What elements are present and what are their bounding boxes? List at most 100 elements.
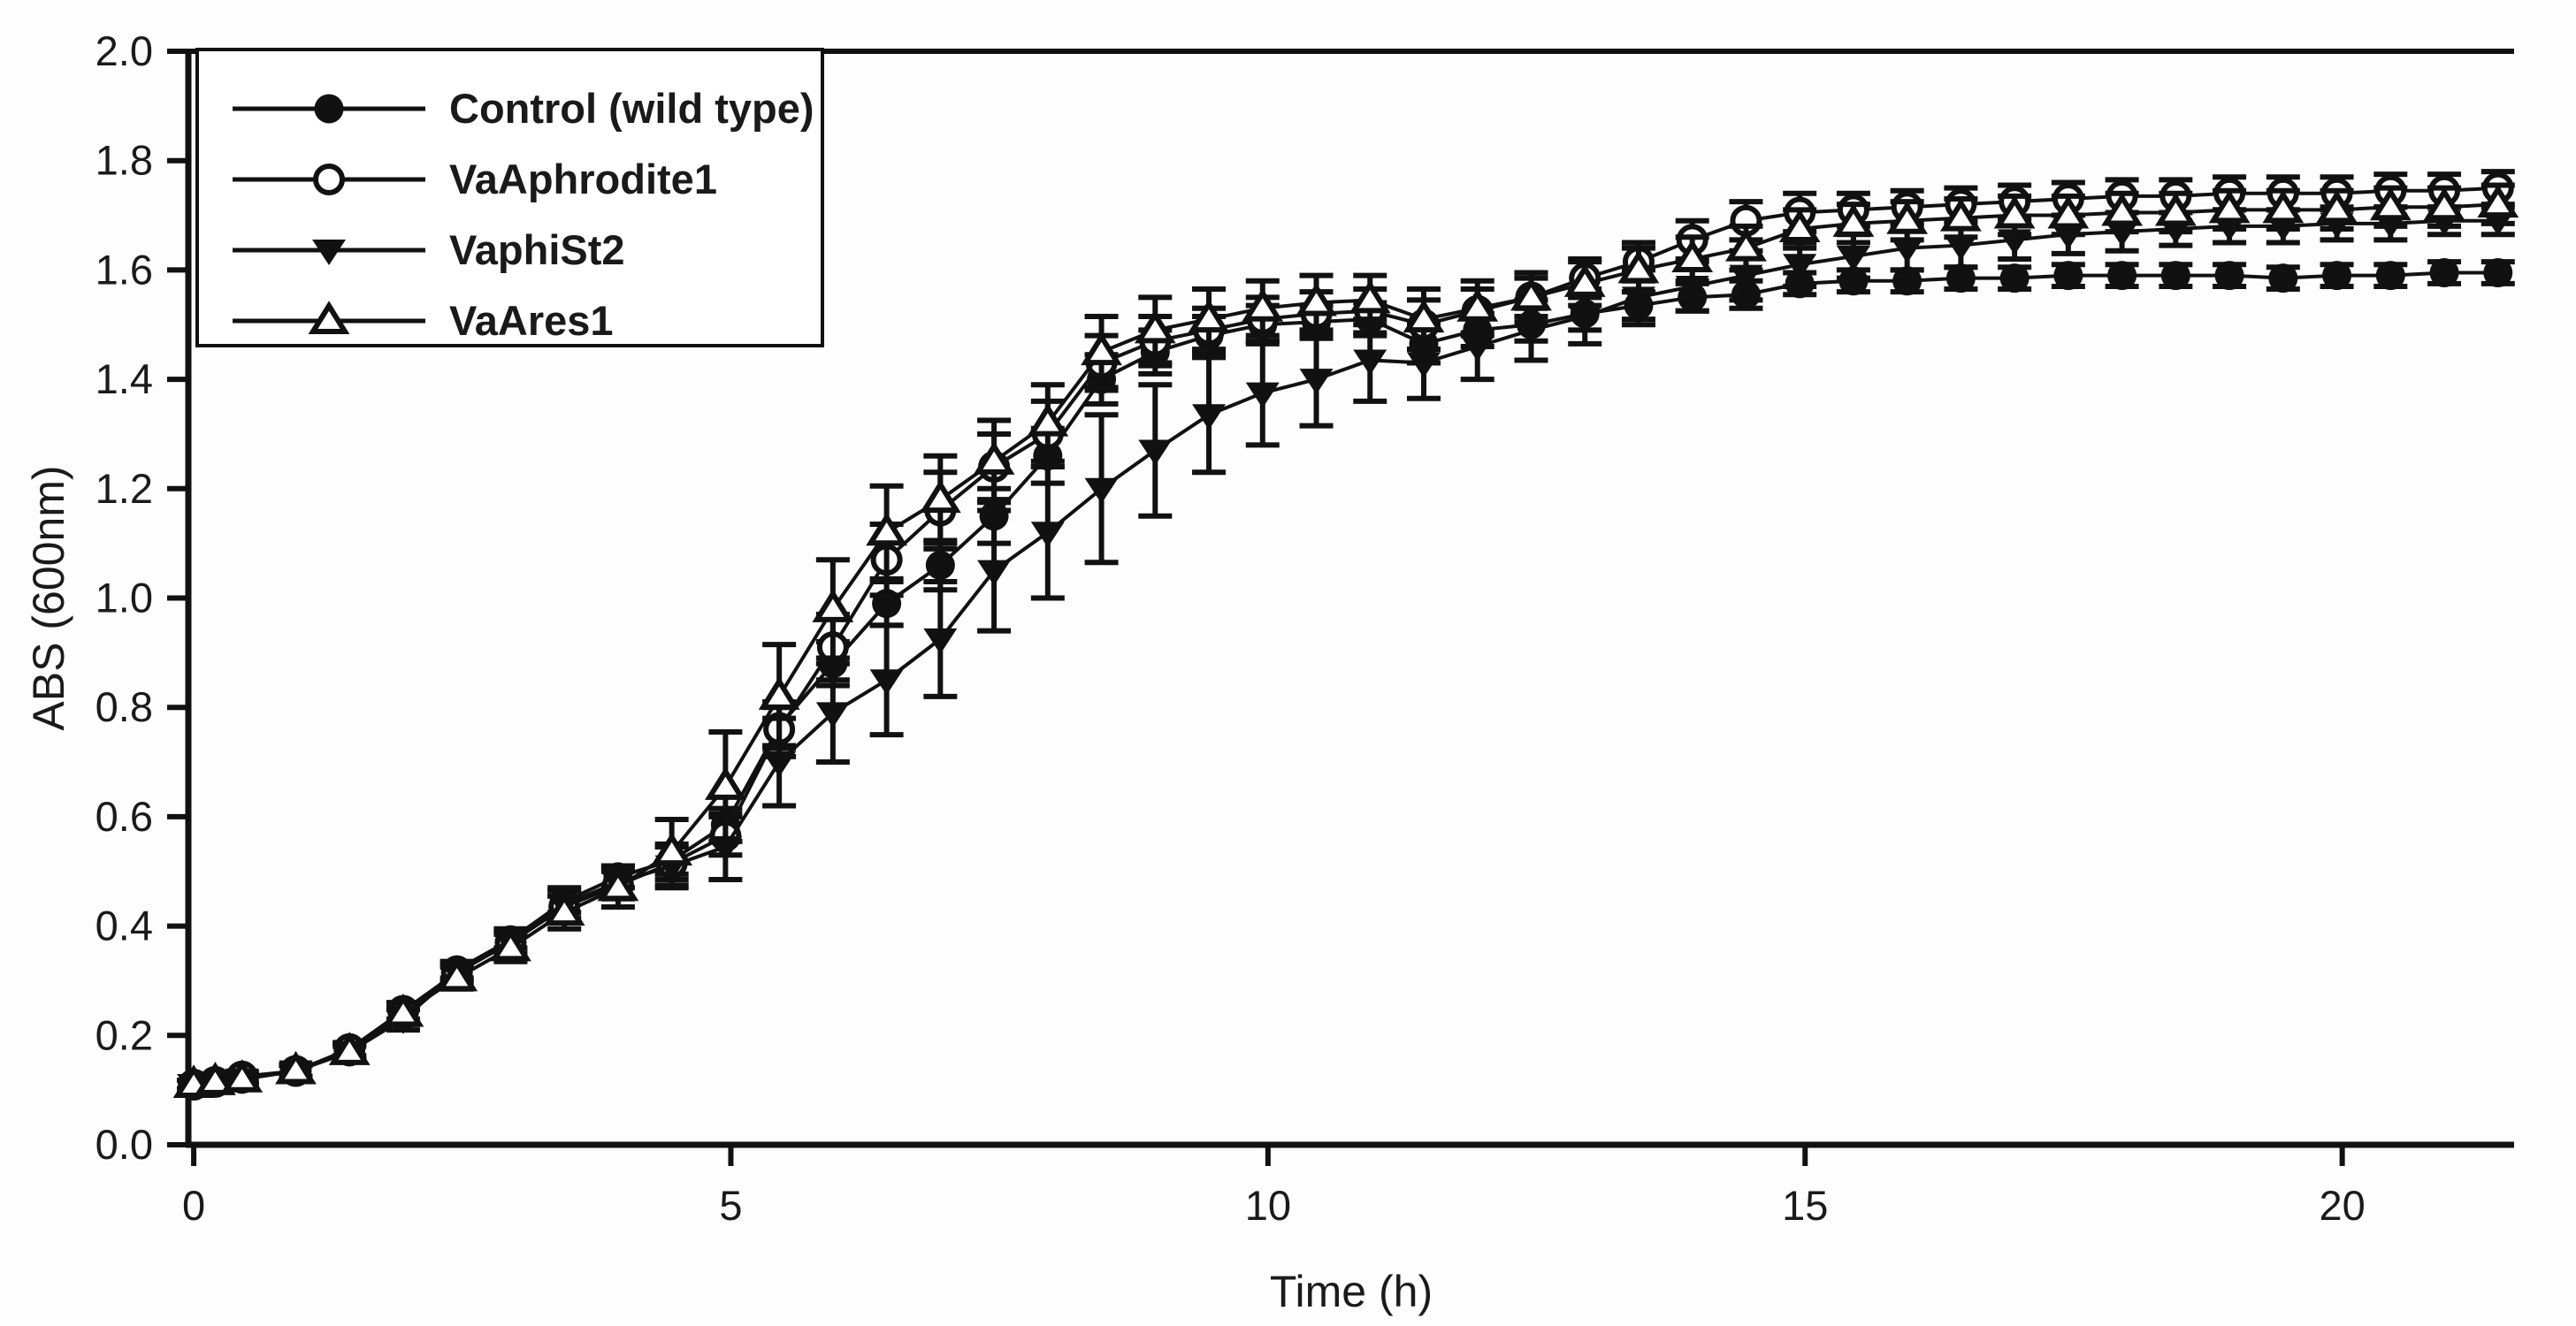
- x-tick-label: 5: [719, 1182, 742, 1229]
- marker-triangle-up-open: [2047, 194, 2090, 229]
- marker-triangle-up-open: [328, 1032, 371, 1065]
- x-axis: 0 5 10 15 20: [182, 1145, 2366, 1229]
- legend-box: [195, 48, 824, 347]
- marker-triangle-up-open: [704, 766, 746, 800]
- marker-triangle-up-open: [436, 957, 478, 992]
- y-tick-label: 1.4: [96, 355, 153, 402]
- marker-triangle-up-open: [543, 892, 585, 926]
- marker-triangle-up-open: [1939, 197, 1982, 232]
- marker-triangle-up-open: [1081, 332, 1122, 366]
- x-tick-label: 0: [182, 1182, 205, 1229]
- marker-triangle-up-open: [919, 479, 961, 514]
- legend-entry: VaphiSt2: [233, 226, 625, 273]
- marker-circle-filled: [2053, 261, 2083, 291]
- legend-entry: Control (wild type): [233, 85, 814, 132]
- series-line: [193, 271, 2498, 1086]
- marker-triangle-up-open: [812, 589, 854, 622]
- legend-label: Control (wild type): [449, 85, 814, 132]
- marker-triangle-down-filled: [1890, 237, 1924, 263]
- marker-triangle-up-open: [2101, 192, 2143, 226]
- y-axis-title: ABS (600nm): [24, 465, 73, 730]
- marker-triangle-up-open: [382, 993, 424, 1027]
- series-vaares1: [172, 182, 2519, 1098]
- marker-circle-filled: [1838, 266, 1869, 296]
- marker-triangle-down-filled: [762, 751, 797, 778]
- series-control-wild-type: [177, 257, 2515, 1100]
- marker-triangle-down-filled: [1299, 369, 1334, 395]
- marker-circle-filled: [1999, 263, 2029, 293]
- marker-triangle-down-filled: [1138, 439, 1173, 466]
- x-tick-label: 20: [2319, 1182, 2365, 1229]
- marker-triangle-up-open: [758, 676, 800, 710]
- marker-triangle-up-open: [275, 1050, 317, 1085]
- marker-triangle-up-open: [1510, 277, 1552, 311]
- x-tick-label: 10: [1245, 1182, 1291, 1229]
- marker-triangle-up-open: [1671, 239, 1714, 273]
- marker-triangle-up-open: [2316, 189, 2358, 224]
- marker-circle-filled: [2268, 263, 2298, 293]
- marker-triangle-up-open: [1778, 209, 1821, 243]
- marker-triangle-down-filled: [977, 560, 1012, 586]
- marker-circle-filled: [2160, 261, 2190, 291]
- marker-triangle-down-filled: [1568, 305, 1602, 332]
- marker-triangle-down-filled: [1406, 352, 1441, 378]
- marker-triangle-up-open: [194, 1062, 236, 1095]
- marker-triangle-down-filled: [1836, 245, 1870, 271]
- marker-triangle-up-open: [1242, 288, 1284, 322]
- marker-triangle-up-open: [1456, 288, 1499, 322]
- legend-label: VaAphrodite1: [449, 156, 717, 202]
- marker-triangle-up-open: [2369, 187, 2412, 221]
- marker-triangle-up-open: [1403, 299, 1445, 333]
- marker-circle-filled: [2375, 261, 2405, 291]
- marker-triangle-up-open: [2423, 187, 2465, 221]
- marker-triangle-down-filled: [1192, 404, 1227, 431]
- marker-triangle-down-filled: [815, 702, 850, 728]
- marker-triangle-up-open: [866, 512, 908, 546]
- y-tick-label: 0.2: [96, 1011, 153, 1058]
- marker-circle-filled: [314, 94, 344, 124]
- marker-triangle-up-open: [2262, 189, 2305, 224]
- marker-circle-filled: [2483, 257, 2513, 287]
- marker-circle-filled: [1892, 266, 1922, 296]
- marker-circle-filled: [925, 550, 955, 580]
- marker-triangle-up-open: [973, 441, 1015, 475]
- marker-triangle-down-filled: [923, 628, 958, 654]
- y-tick-label: 1.8: [96, 137, 153, 184]
- legend-label: VaphiSt2: [449, 226, 625, 273]
- marker-triangle-up-open: [308, 301, 350, 334]
- y-tick-label: 2.0: [96, 27, 153, 74]
- y-tick-label: 1.6: [96, 246, 153, 293]
- marker-triangle-down-filled: [312, 240, 346, 265]
- marker-circle-filled: [2322, 261, 2352, 291]
- marker-triangle-down-filled: [869, 669, 904, 696]
- marker-triangle-up-open: [221, 1059, 264, 1093]
- marker-triangle-up-open: [490, 927, 531, 962]
- marker-triangle-up-open: [1563, 263, 1606, 297]
- x-axis-title: Time (h): [1270, 1267, 1433, 1316]
- y-tick-label: 0.4: [96, 903, 153, 949]
- legend-entry: VaAphrodite1: [233, 156, 717, 202]
- marker-triangle-up-open: [1134, 309, 1176, 344]
- marker-triangle-up-open: [1725, 227, 1767, 262]
- y-tick-label: 1.0: [96, 575, 153, 621]
- legend-entry: VaAres1: [233, 297, 614, 344]
- marker-triangle-up-open: [1993, 194, 2036, 229]
- series-line: [193, 218, 2498, 1086]
- marker-triangle-up-open: [1832, 203, 1875, 237]
- y-axis: 0.0 0.2 0.4 0.6 0.8 1.0 1.2 1.4 1.6 1.8 2.0: [96, 27, 188, 1168]
- marker-triangle-down-filled: [1245, 382, 1280, 408]
- y-tick-label: 0.0: [96, 1121, 153, 1168]
- marker-triangle-up-open: [1027, 402, 1069, 437]
- legend-label: VaAres1: [449, 297, 614, 344]
- marker-triangle-up-open: [2154, 192, 2197, 226]
- marker-triangle-up-open: [2208, 189, 2251, 224]
- y-tick-label: 0.6: [96, 793, 153, 840]
- marker-triangle-down-filled: [1514, 319, 1548, 346]
- marker-triangle-down-filled: [1030, 522, 1065, 548]
- legend: Control (wild type) VaAphrodite1 VaphiSt2 V…: [195, 48, 824, 347]
- y-tick-label: 0.8: [96, 683, 153, 730]
- marker-triangle-up-open: [1349, 279, 1391, 314]
- y-tick-label: 1.2: [96, 465, 153, 512]
